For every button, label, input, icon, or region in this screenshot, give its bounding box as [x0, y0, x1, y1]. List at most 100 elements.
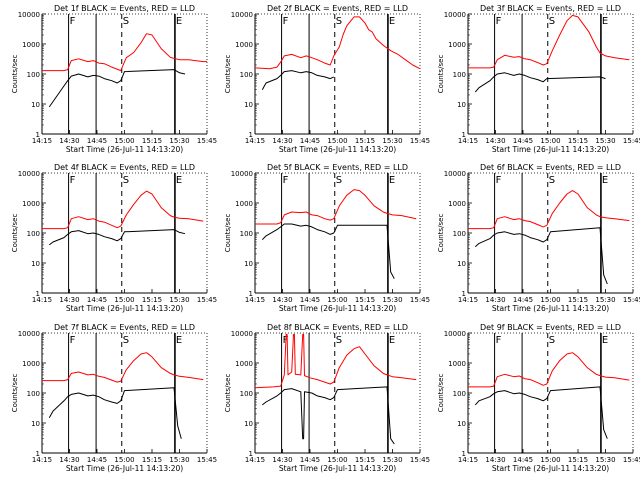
panel-det-1: Det 1f BLACK = Events, RED = LLD 1 10 100 10… [11, 4, 217, 154]
x-tick-label: 14:30 [59, 456, 79, 464]
x-tick-label: 15:45 [623, 137, 640, 145]
y-axis-label: Counts/sec [437, 55, 445, 94]
marker-label: F [496, 175, 502, 186]
marker-label: S [336, 175, 342, 186]
series-lld-line [42, 352, 204, 383]
y-axis-label: Counts/sec [11, 55, 19, 94]
panel-title: Det 2f BLACK = Events, RED = LLD [267, 4, 408, 13]
series-events-line [48, 69, 186, 108]
series-events-line [261, 223, 395, 279]
x-tick-label: 15:00 [540, 296, 560, 304]
y-tick-label: 10000 [231, 170, 253, 178]
series-lld-line [468, 190, 630, 230]
x-tick-label: 15:00 [327, 137, 347, 145]
x-tick-label: 15:00 [327, 296, 347, 304]
series-events-line [261, 386, 395, 445]
y-axis-label: Counts/sec [11, 214, 19, 253]
marker-label: E [389, 16, 395, 27]
y-tick-label: 100 [240, 390, 253, 398]
x-tick-label: 15:45 [410, 296, 430, 304]
y-tick-label: 100 [27, 390, 40, 398]
y-tick-label: 10 [244, 420, 253, 428]
x-tick-label: 15:30 [595, 456, 615, 464]
series-lld-line [42, 33, 207, 72]
y-tick-label: 1000 [448, 360, 466, 368]
y-tick-label: 100 [27, 71, 40, 79]
x-axis-label: Start Time (26-Jul-11 14:13:20) [279, 464, 396, 473]
y-tick-label: 1 [249, 290, 253, 298]
x-tick-label: 14:45 [513, 296, 533, 304]
panel-det-7: Det 7f BLACK = Events, RED = LLD 1 10 100 10… [11, 323, 217, 473]
x-axis-label: Start Time (26-Jul-11 14:13:20) [66, 304, 183, 313]
x-tick-label: 14:45 [300, 296, 320, 304]
x-tick-label: 14:45 [513, 137, 533, 145]
y-tick-label: 10 [457, 101, 466, 109]
panel-det-6: Det 6f BLACK = Events, RED = LLD 1 10 100 10… [437, 163, 640, 313]
y-tick-label: 10000 [18, 330, 40, 338]
marker-label: E [602, 175, 608, 186]
x-tick-label: 15:15 [355, 456, 375, 464]
x-tick-label: 15:15 [568, 456, 588, 464]
marker-label: S [123, 335, 129, 346]
x-tick-label: 15:15 [142, 137, 162, 145]
x-tick-label: 14:45 [300, 137, 320, 145]
x-tick-label: 15:15 [355, 137, 375, 145]
y-tick-label: 10000 [18, 170, 40, 178]
y-tick-label: 1000 [235, 200, 253, 208]
x-tick-label: 14:15 [245, 296, 265, 304]
x-axis-label: Start Time (26-Jul-11 14:13:20) [279, 304, 396, 313]
y-tick-label: 10 [31, 260, 40, 268]
panel-title: Det 5f BLACK = Events, RED = LLD [267, 163, 408, 172]
series-events-line [261, 70, 335, 90]
panel-det-5: Det 5f BLACK = Events, RED = LLD 1 10 100 10… [224, 163, 430, 313]
x-tick-label: 15:00 [114, 456, 134, 464]
y-axis-label: Counts/sec [437, 374, 445, 413]
marker-label: E [602, 335, 608, 346]
y-tick-label: 1 [462, 450, 466, 458]
x-axis-label: Start Time (26-Jul-11 14:13:20) [492, 304, 609, 313]
y-axis-label: Counts/sec [224, 55, 232, 94]
x-tick-label: 14:30 [59, 137, 79, 145]
x-tick-label: 14:30 [485, 456, 505, 464]
y-tick-label: 1 [36, 131, 40, 139]
x-axis-label: Start Time (26-Jul-11 14:13:20) [492, 464, 609, 473]
x-tick-label: 15:30 [382, 296, 402, 304]
y-tick-label: 1000 [235, 360, 253, 368]
y-tick-label: 10000 [231, 330, 253, 338]
marker-label: S [336, 16, 342, 27]
y-tick-label: 10 [457, 420, 466, 428]
x-tick-label: 14:15 [32, 456, 52, 464]
y-tick-label: 10000 [18, 11, 40, 19]
x-tick-label: 15:45 [197, 296, 217, 304]
x-tick-label: 15:30 [169, 137, 189, 145]
x-tick-label: 15:30 [595, 296, 615, 304]
series-lld-line [42, 190, 204, 230]
x-tick-label: 15:00 [114, 296, 134, 304]
marker-label: F [70, 175, 76, 186]
x-tick-label: 15:00 [540, 137, 560, 145]
x-tick-label: 15:30 [382, 137, 402, 145]
panel-det-3: Det 3f BLACK = Events, RED = LLD 1 10 100 10… [437, 4, 640, 154]
x-tick-label: 15:30 [382, 456, 402, 464]
marker-label: F [283, 16, 289, 27]
x-tick-label: 15:30 [169, 296, 189, 304]
marker-label: E [389, 335, 395, 346]
y-tick-label: 10 [244, 260, 253, 268]
marker-label: S [123, 175, 129, 186]
y-tick-label: 1 [36, 290, 40, 298]
panel-title: Det 8f BLACK = Events, RED = LLD [267, 323, 408, 332]
x-tick-label: 15:45 [410, 456, 430, 464]
x-axis-label: Start Time (26-Jul-11 14:13:20) [66, 145, 183, 154]
marker-label: F [70, 16, 76, 27]
y-tick-label: 100 [453, 230, 466, 238]
y-tick-label: 10000 [444, 330, 466, 338]
series-lld-line [254, 16, 421, 70]
marker-label: S [549, 16, 555, 27]
y-tick-label: 1 [249, 131, 253, 139]
series-lld-line [468, 14, 630, 69]
panel-det-8: Det 8f BLACK = Events, RED = LLD 1 10 100 10… [224, 323, 430, 473]
y-tick-label: 10000 [444, 170, 466, 178]
x-tick-label: 15:15 [142, 456, 162, 464]
x-tick-label: 14:45 [300, 456, 320, 464]
